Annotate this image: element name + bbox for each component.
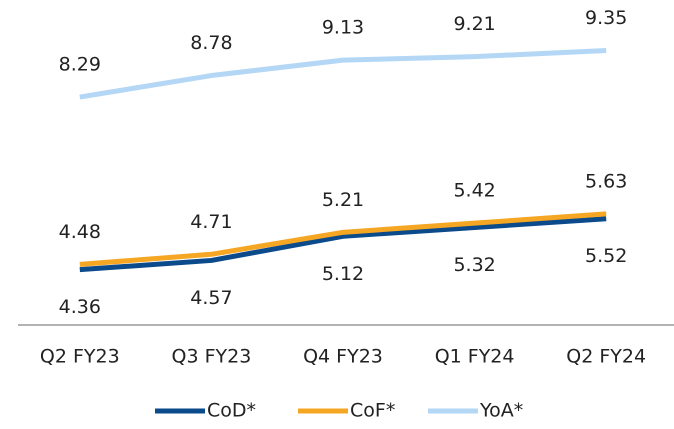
x-tick-label: Q4 FY23 xyxy=(303,346,383,368)
data-label: 4.71 xyxy=(190,211,232,233)
data-label: 9.35 xyxy=(585,7,627,29)
data-label: 5.32 xyxy=(453,254,495,276)
line-series xyxy=(79,211,607,267)
data-label: 5.21 xyxy=(322,189,364,211)
x-tick-label: Q2 FY24 xyxy=(566,346,646,368)
x-tick-label: Q1 FY24 xyxy=(435,346,515,368)
data-label: 8.78 xyxy=(190,32,232,54)
data-label: 4.57 xyxy=(190,287,232,309)
x-tick-label: Q2 FY23 xyxy=(40,346,120,368)
data-label: 9.13 xyxy=(322,17,364,39)
data-label: 4.36 xyxy=(59,296,101,318)
data-label: 4.48 xyxy=(59,221,101,243)
legend-label: CoD* xyxy=(207,400,256,422)
legend-label: YoA* xyxy=(479,400,523,422)
legend-label: CoF* xyxy=(350,400,395,422)
data-label: 5.63 xyxy=(585,170,627,192)
line-series xyxy=(79,216,607,273)
data-label: 5.12 xyxy=(322,263,364,285)
data-label: 9.21 xyxy=(453,13,495,35)
data-label: 5.52 xyxy=(585,245,627,267)
x-tick-label: Q3 FY23 xyxy=(172,346,252,368)
line-series xyxy=(79,48,607,100)
data-label: 5.42 xyxy=(453,180,495,202)
data-label: 8.29 xyxy=(59,54,101,76)
